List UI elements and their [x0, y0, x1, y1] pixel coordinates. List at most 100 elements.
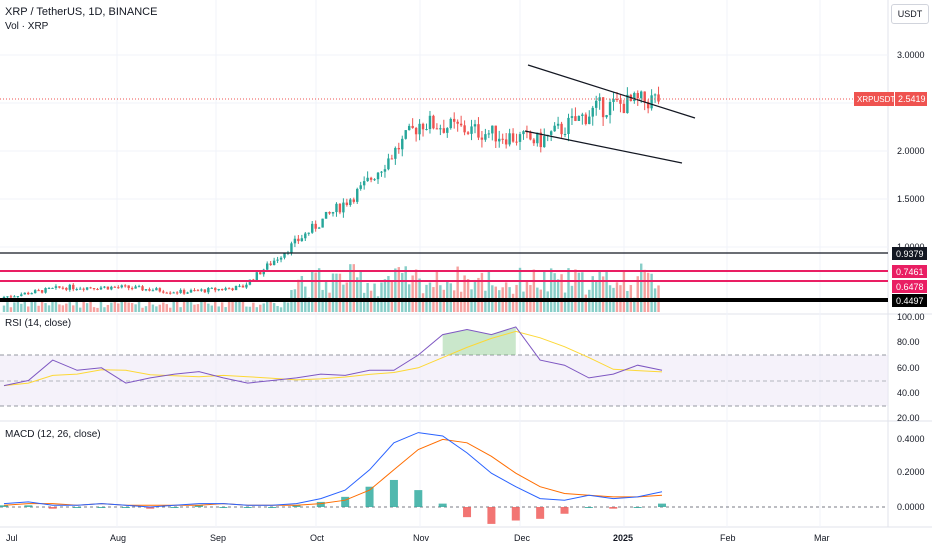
volume-bar — [51, 300, 54, 312]
time-axis[interactable]: Jul Aug Sep Oct Nov Dec 2025 Feb Mar — [6, 533, 830, 543]
candle-body — [466, 132, 470, 134]
candle-body — [210, 287, 214, 289]
candle-body — [605, 115, 608, 118]
chart-title[interactable]: XRP / TetherUS, 1D, BINANCE — [5, 6, 158, 18]
volume-bar — [175, 298, 179, 312]
volume-bar — [127, 302, 130, 312]
candle-body — [373, 179, 376, 181]
macd-histogram-bar — [194, 505, 203, 507]
candle-body — [622, 103, 626, 114]
wedge-lower-trendline[interactable] — [524, 130, 683, 164]
volume-bar — [646, 272, 650, 312]
candle-body — [40, 290, 44, 293]
volume-bar — [96, 307, 99, 312]
volume-bar — [581, 272, 584, 312]
volume-bar — [33, 301, 37, 312]
macd-histogram-bar — [463, 507, 472, 518]
candle-body — [141, 286, 144, 291]
candle-body — [137, 286, 141, 288]
candle-body — [113, 286, 117, 288]
macd-tick: 0.0000 — [897, 502, 925, 512]
candle-body — [110, 286, 113, 290]
volume-bar — [40, 301, 44, 312]
volume-bar — [487, 270, 491, 312]
rsi-overbought-fill — [442, 326, 516, 355]
candle-body — [549, 131, 553, 135]
candle-body — [13, 296, 16, 298]
volume-bar — [297, 279, 300, 312]
volume-bar — [553, 273, 556, 312]
candle-body — [169, 292, 172, 294]
candle-body — [594, 100, 598, 108]
candle-body — [428, 115, 432, 130]
candle-body — [494, 125, 497, 142]
candle-body — [259, 272, 262, 275]
candle-body — [366, 177, 369, 182]
volume-bar — [314, 272, 317, 312]
macd-histogram-bar — [219, 507, 228, 508]
volume-bar — [276, 305, 279, 312]
macd-axis: 0.4000 0.2000 0.0000 — [897, 434, 925, 512]
time-tick: Dec — [514, 533, 531, 543]
rsi-legend[interactable]: RSI (14, close) — [5, 318, 72, 329]
candle-body — [317, 227, 321, 229]
volume-bar — [162, 302, 165, 312]
volume-bar — [449, 283, 452, 312]
candle-body — [567, 117, 570, 135]
macd-legend[interactable]: MACD (12, 26, close) — [5, 429, 101, 440]
candle-body — [272, 260, 276, 266]
candle-body — [248, 279, 252, 285]
candle-body — [189, 290, 193, 293]
volume-bar — [622, 271, 626, 312]
candle-body — [591, 107, 594, 117]
volume-bar — [13, 302, 16, 312]
candle-body — [175, 292, 179, 294]
candle-body — [574, 116, 577, 121]
candle-body — [387, 158, 390, 170]
volume-bar — [89, 300, 92, 312]
volume-bar — [640, 263, 643, 312]
volume-bar — [54, 300, 58, 312]
candle-body — [477, 124, 480, 138]
rsi-tick: 80.00 — [897, 337, 920, 347]
candle-body — [324, 211, 328, 219]
level-tag: 0.7461 — [896, 267, 924, 277]
level-tag: 0.9379 — [896, 249, 924, 259]
volume-bar — [324, 281, 328, 312]
candle-body — [487, 133, 491, 135]
candle-body — [193, 290, 196, 292]
volume-bar — [563, 292, 567, 312]
candle-body — [601, 97, 605, 118]
volume-bar — [224, 307, 227, 312]
candle-body — [390, 158, 394, 160]
time-tick: Feb — [720, 533, 736, 543]
volume-bar — [300, 275, 304, 312]
volume-bar — [373, 283, 376, 312]
candle-body — [155, 288, 158, 291]
volume-bar — [37, 305, 40, 312]
candle-body — [584, 114, 588, 125]
volume-bar — [189, 302, 193, 312]
volume-bar — [446, 281, 449, 312]
volume-bar — [113, 299, 117, 312]
volume-bar — [92, 307, 96, 312]
volume-bar — [255, 307, 259, 312]
volume-bar — [390, 280, 394, 312]
price-axis[interactable]: 3.0000 2.5000 2.0000 1.5000 1.0000 — [897, 50, 925, 252]
candle-body — [51, 287, 54, 289]
volume-bar — [148, 298, 151, 312]
macd-histogram-bar — [170, 507, 179, 508]
currency-button[interactable]: USDT — [891, 4, 929, 24]
volume-bar — [428, 282, 432, 312]
volume-bar — [394, 268, 397, 312]
macd-histogram-bar — [584, 507, 593, 508]
wedge-upper-trendline[interactable] — [527, 64, 696, 119]
candle-body — [439, 128, 442, 130]
candle-body — [425, 129, 428, 131]
candle-body — [37, 290, 40, 292]
volume-bar — [349, 264, 352, 312]
volume-legend[interactable]: Vol · XRP — [5, 21, 49, 32]
candle-body — [68, 284, 72, 290]
candle-body — [470, 126, 473, 134]
